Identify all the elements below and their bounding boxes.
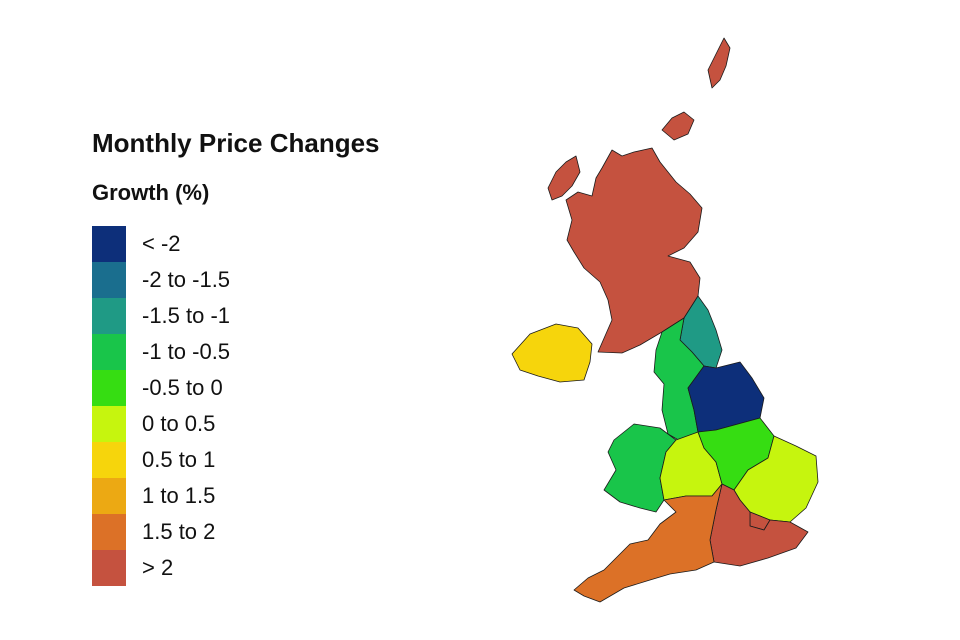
legend-item: > 2 xyxy=(92,550,230,586)
legend-swatch xyxy=(92,442,126,478)
legend-title: Growth (%) xyxy=(92,180,210,205)
legend-item: -1 to -0.5 xyxy=(92,334,230,370)
legend-swatch xyxy=(92,478,126,514)
legend-item: 1 to 1.5 xyxy=(92,478,230,514)
legend-swatch xyxy=(92,550,126,586)
legend-label: 1.5 to 2 xyxy=(142,519,216,544)
legend-swatch xyxy=(92,514,126,550)
legend-swatch xyxy=(92,298,126,334)
legend-swatch xyxy=(92,334,126,370)
legend-label: 1 to 1.5 xyxy=(142,483,216,508)
legend-label: 0 to 0.5 xyxy=(142,411,216,436)
legend-item: 0.5 to 1 xyxy=(92,442,230,478)
legend-item: 0 to 0.5 xyxy=(92,406,230,442)
legend-swatch xyxy=(92,370,126,406)
legend-item: -1.5 to -1 xyxy=(92,298,230,334)
legend-swatch xyxy=(92,226,126,262)
legend-item: 1.5 to 2 xyxy=(92,514,230,550)
legend-item: < -2 xyxy=(92,226,230,262)
legend-item: -0.5 to 0 xyxy=(92,370,230,406)
legend-label: -1 to -0.5 xyxy=(142,339,231,364)
legend-label: 0.5 to 1 xyxy=(142,447,216,472)
region-scotland[interactable] xyxy=(565,147,703,354)
legend-item: -2 to -1.5 xyxy=(92,262,230,298)
region-scotland-outer-hebrides[interactable] xyxy=(547,155,581,201)
region-scotland-orkney[interactable] xyxy=(661,111,695,141)
legend: < -2 -2 to -1.5 -1.5 to -1 -1 to -0.5 -0… xyxy=(92,226,230,586)
legend-swatch xyxy=(92,406,126,442)
legend-label: -2 to -1.5 xyxy=(142,267,231,292)
region-northern-ireland[interactable] xyxy=(511,323,593,383)
legend-label: > 2 xyxy=(142,555,174,580)
map-title: Monthly Price Changes xyxy=(92,128,380,158)
region-wales[interactable] xyxy=(603,423,677,513)
region-scotland-shetland[interactable] xyxy=(707,37,731,89)
legend-label: -0.5 to 0 xyxy=(142,375,223,400)
region-south-west[interactable] xyxy=(573,483,723,603)
legend-swatch xyxy=(92,262,126,298)
legend-label: < -2 xyxy=(142,231,181,256)
legend-label: -1.5 to -1 xyxy=(142,303,231,328)
